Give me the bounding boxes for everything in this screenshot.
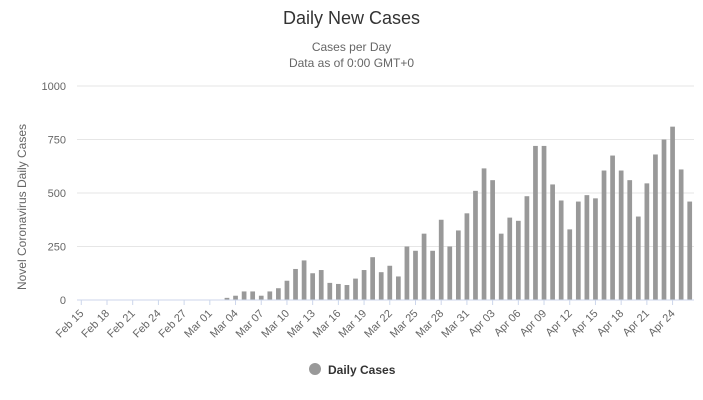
legend-label: Daily Cases [328, 363, 396, 377]
bar[interactable] [284, 280, 290, 300]
x-tick-label: Mar 04 [208, 308, 241, 341]
bar[interactable] [361, 270, 367, 300]
x-tick-label: Apr 18 [595, 308, 626, 339]
bar[interactable] [378, 272, 384, 300]
bar[interactable] [310, 273, 316, 300]
bar[interactable] [618, 170, 624, 300]
legend-marker [309, 363, 321, 375]
x-tick-label: Mar 13 [285, 308, 318, 341]
bar[interactable] [344, 285, 350, 300]
bar[interactable] [395, 276, 401, 300]
x-tick-label: Feb 15 [54, 308, 87, 341]
x-tick-label: Mar 19 [336, 308, 369, 341]
y-axis-ticks: 0 250 500 750 1000 [42, 81, 66, 307]
bar[interactable] [515, 220, 521, 300]
bar[interactable] [678, 169, 684, 300]
x-tick-label: Apr 12 [543, 308, 574, 339]
bar[interactable] [507, 217, 513, 300]
bar[interactable] [670, 126, 675, 300]
bar[interactable] [533, 145, 538, 300]
bar[interactable] [293, 268, 298, 300]
bar[interactable] [258, 295, 264, 300]
chart-subtitle-line2: Data as of 0:00 GMT+0 [289, 56, 414, 70]
bar[interactable] [601, 170, 607, 300]
x-tick-label: Mar 16 [311, 308, 344, 341]
bar[interactable] [490, 180, 495, 300]
x-tick-label: Apr 15 [569, 308, 600, 339]
x-tick-label: Mar 22 [362, 308, 395, 341]
bar[interactable] [224, 297, 230, 300]
bar[interactable] [267, 291, 273, 300]
y-tick-label: 250 [48, 242, 66, 254]
y-axis-title: Novel Coronavirus Daily Cases [15, 124, 29, 290]
bar[interactable] [387, 265, 393, 300]
bar[interactable] [498, 233, 504, 300]
y-tick-label: 1000 [42, 81, 66, 93]
legend[interactable]: Daily Cases [309, 363, 396, 377]
bar[interactable] [567, 229, 573, 300]
x-tick-label: Feb 27 [157, 308, 190, 341]
bar[interactable] [464, 213, 470, 300]
x-tick-label: Mar 07 [234, 308, 267, 341]
bar[interactable] [455, 230, 461, 300]
bar[interactable] [276, 288, 281, 300]
x-tick-label: Mar 28 [414, 308, 447, 341]
bar[interactable] [584, 195, 590, 300]
bar[interactable] [473, 190, 478, 300]
bar[interactable] [318, 270, 324, 300]
y-tick-label: 500 [48, 188, 66, 200]
bar[interactable] [430, 250, 435, 300]
bar[interactable] [687, 201, 693, 300]
x-tick-label: Mar 31 [439, 308, 472, 341]
x-tick-label: Apr 06 [492, 308, 523, 339]
bar[interactable] [241, 291, 247, 300]
x-tick-label: Apr 21 [621, 308, 652, 339]
x-tick-label: Mar 25 [388, 308, 421, 341]
gridlines [77, 85, 694, 247]
y-tick-label: 0 [60, 295, 66, 307]
x-tick-label: Mar 10 [259, 308, 292, 341]
x-tick-label: Feb 18 [79, 308, 112, 341]
x-tick-label: Mar 01 [182, 308, 215, 341]
chart-title: Daily New Cases [283, 8, 420, 28]
bar[interactable] [353, 278, 358, 300]
bar[interactable] [447, 246, 453, 301]
bar[interactable] [661, 139, 667, 301]
bar[interactable] [250, 291, 256, 300]
bar[interactable] [635, 216, 641, 300]
y-tick-label: 750 [48, 135, 66, 147]
bar[interactable] [644, 183, 650, 300]
chart-subtitle-line1: Cases per Day [312, 40, 391, 54]
x-tick-label: Feb 21 [105, 308, 138, 341]
bar[interactable] [327, 282, 333, 300]
bar[interactable] [627, 180, 633, 300]
bar[interactable] [438, 219, 444, 300]
bar[interactable] [370, 257, 376, 300]
bar[interactable] [421, 233, 427, 300]
bars [224, 126, 693, 301]
bar[interactable] [481, 168, 487, 300]
bar[interactable] [541, 145, 547, 300]
bar[interactable] [653, 154, 658, 300]
bar[interactable] [524, 196, 530, 300]
bar[interactable] [413, 250, 418, 300]
bar[interactable] [404, 246, 410, 301]
bar[interactable] [575, 201, 581, 300]
x-tick-label: Feb 24 [131, 308, 164, 341]
bar[interactable] [233, 295, 238, 300]
bar[interactable] [593, 198, 598, 300]
bar[interactable] [550, 184, 555, 300]
bar[interactable] [558, 200, 564, 300]
x-tick-label: Apr 03 [466, 308, 497, 339]
bar[interactable] [301, 260, 307, 300]
x-tick-label: Apr 09 [518, 308, 549, 339]
bar[interactable] [336, 283, 341, 300]
x-tick-label: Apr 24 [646, 308, 677, 339]
bar[interactable] [610, 155, 615, 300]
